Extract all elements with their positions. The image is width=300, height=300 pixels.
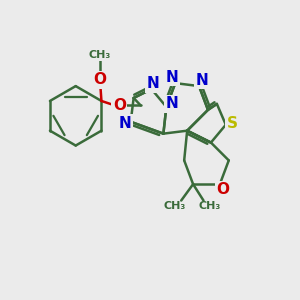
Text: S: S bbox=[227, 116, 238, 131]
Text: CH₃: CH₃ bbox=[198, 201, 220, 211]
Text: N: N bbox=[147, 76, 159, 91]
Text: O: O bbox=[216, 182, 229, 197]
Text: O: O bbox=[113, 98, 126, 113]
Text: CH₃: CH₃ bbox=[89, 50, 111, 60]
Text: CH₃: CH₃ bbox=[164, 201, 186, 211]
Text: N: N bbox=[165, 96, 178, 111]
Text: N: N bbox=[166, 70, 179, 85]
Text: N: N bbox=[118, 116, 131, 131]
Text: N: N bbox=[196, 73, 208, 88]
Text: O: O bbox=[93, 72, 106, 87]
